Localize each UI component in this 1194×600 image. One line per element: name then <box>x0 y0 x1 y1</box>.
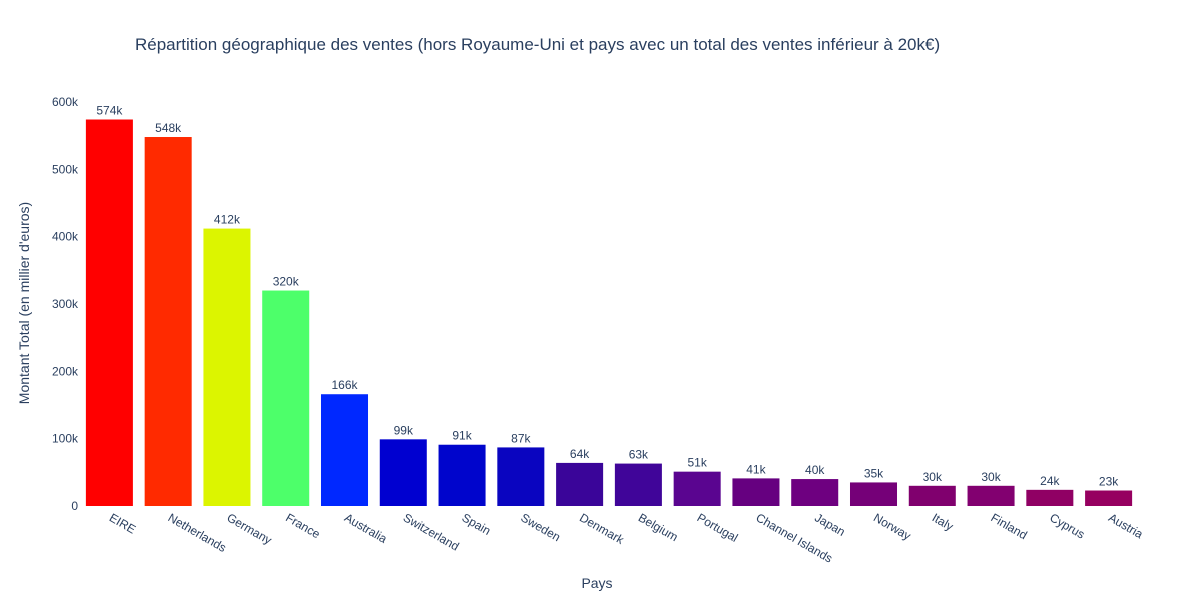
y-tick-label: 600k <box>52 95 79 109</box>
bar-value-label: 24k <box>1040 474 1060 488</box>
x-tick-label: Spain <box>460 510 494 537</box>
x-tick-label: Portugal <box>695 510 741 544</box>
bars-group <box>85 119 1133 507</box>
bar-value-label: 63k <box>629 448 649 462</box>
bar-labels-group: 574k 548k 412k 320k 166k 99k 91k 87k 64k 63k 51k 41… <box>96 104 1119 489</box>
bar <box>967 485 1015 506</box>
bar <box>791 479 839 506</box>
bar <box>556 462 604 506</box>
bar-value-label: 166k <box>331 378 358 392</box>
x-tick-label: Denmark <box>577 510 627 547</box>
x-axis-title: Pays <box>581 575 612 591</box>
bar-value-label: 548k <box>155 121 182 135</box>
x-tick-label: Sweden <box>518 510 563 544</box>
x-tick-label: Australia <box>342 510 390 546</box>
bar-value-label: 64k <box>570 447 590 461</box>
bar <box>497 447 545 506</box>
bar-value-label: 30k <box>923 470 943 484</box>
bar <box>1026 489 1074 506</box>
y-axis-title: Montant Total (en millier d'euros) <box>16 202 32 404</box>
x-tick-label: Switzerland <box>401 510 462 553</box>
bar <box>1085 490 1133 506</box>
bar <box>673 471 721 506</box>
bar-value-label: 23k <box>1099 475 1119 489</box>
y-tick-label: 300k <box>52 297 79 311</box>
x-tick-label: France <box>283 510 323 541</box>
bar-value-label: 30k <box>981 470 1001 484</box>
y-tick-label: 100k <box>52 432 79 446</box>
bar <box>85 119 133 507</box>
bar-value-label: 35k <box>864 466 884 480</box>
bar-value-label: 51k <box>687 456 707 470</box>
x-tick-label: Cyprus <box>1047 510 1087 541</box>
x-tick-label: Norway <box>871 510 913 542</box>
bar-value-label: 412k <box>214 213 241 227</box>
bar <box>438 444 486 506</box>
x-tick-label: Japan <box>812 510 847 538</box>
x-tick-label: EIRE <box>107 510 138 536</box>
y-axis: 0 100k 200k 300k 400k 500k 600k <box>52 95 79 513</box>
bar <box>203 228 251 506</box>
bar-value-label: 87k <box>511 431 531 445</box>
bar-value-label: 99k <box>394 423 414 437</box>
y-tick-label: 200k <box>52 364 79 378</box>
x-tick-label: Italy <box>930 510 956 533</box>
x-tick-label: Netherlands <box>166 510 229 554</box>
x-tick-label: Belgium <box>636 510 681 544</box>
bar-value-label: 91k <box>452 429 472 443</box>
y-tick-label: 500k <box>52 162 79 176</box>
x-tick-label: Austria <box>1106 510 1146 541</box>
bar <box>379 439 427 506</box>
bar-value-label: 41k <box>746 462 766 476</box>
bar-value-label: 320k <box>273 275 300 289</box>
y-tick-label: 400k <box>52 230 79 244</box>
bar <box>849 482 898 506</box>
bar-value-label: 574k <box>96 104 123 118</box>
x-tick-label: Finland <box>989 510 1030 542</box>
bar <box>144 137 192 506</box>
bar-value-label: 40k <box>805 463 825 477</box>
bar <box>908 485 956 506</box>
bar <box>732 478 780 506</box>
bar <box>262 290 310 506</box>
y-tick-label: 0 <box>71 499 78 513</box>
bar <box>320 394 369 506</box>
x-tick-label: Germany <box>224 510 274 547</box>
chart-title: Répartition géographique des ventes (hor… <box>135 35 940 54</box>
bar <box>614 463 662 506</box>
